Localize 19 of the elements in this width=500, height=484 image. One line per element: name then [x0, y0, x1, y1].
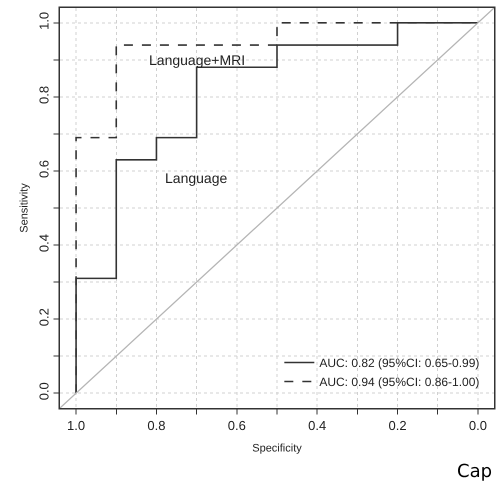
- x-tick-label: 0.0: [468, 418, 487, 434]
- x-axis-title: Specificity: [252, 442, 302, 454]
- x-tick-label: 0.8: [147, 418, 166, 434]
- legend-label: AUC: 0.94 (95%CI: 0.86-1.00): [319, 375, 480, 390]
- y-axis-title: Sensitivity: [18, 182, 30, 233]
- legend-label: AUC: 0.82 (95%CI: 0.65-0.99): [319, 356, 480, 370]
- annotation: Language: [165, 170, 228, 186]
- text: Cap: [457, 461, 492, 482]
- y-tick-label: 0.4: [36, 234, 52, 252]
- y-tick-label: 0.8: [36, 86, 52, 104]
- y-tick-label: 1.0: [36, 12, 52, 30]
- y-tick-label: 0.0: [36, 382, 52, 400]
- x-tick-label: 1.0: [67, 418, 86, 434]
- annotation: Language+MRI: [149, 52, 246, 68]
- x-tick-label: 0.6: [228, 418, 246, 434]
- x-tick-label: 0.2: [388, 418, 407, 434]
- y-tick-label: 0.2: [36, 308, 52, 326]
- y-tick-label: 0.6: [36, 160, 52, 178]
- x-tick-label: 0.4: [308, 418, 326, 434]
